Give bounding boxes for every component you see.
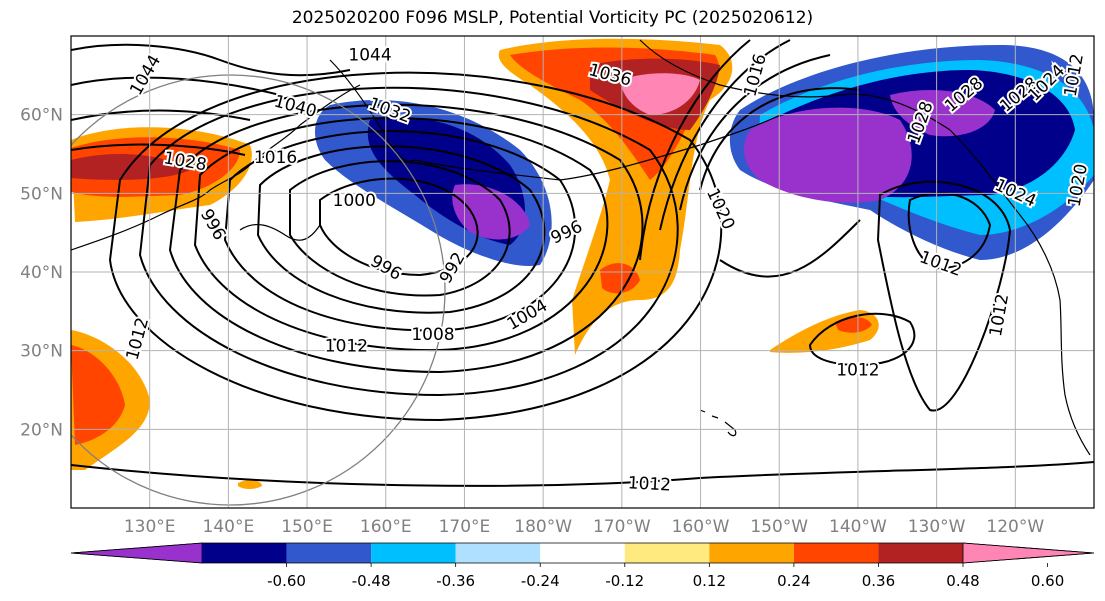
isobar-label-text: 1012 bbox=[325, 337, 368, 357]
isobar bbox=[659, 39, 791, 231]
isobar bbox=[639, 39, 751, 261]
isobar bbox=[699, 87, 861, 191]
lat-tick-label: 30°N bbox=[20, 342, 63, 362]
isobar bbox=[808, 312, 916, 367]
map-frame bbox=[70, 35, 1095, 509]
lon-tick-label: 180°W bbox=[514, 517, 572, 537]
colorbar-tick-label: -0.12 bbox=[605, 572, 644, 590]
colorbar-swatch bbox=[455, 543, 541, 563]
isobar bbox=[289, 160, 511, 297]
coastline-alaska bbox=[639, 39, 951, 131]
colorbar-outline bbox=[70, 542, 1095, 564]
colorbar-tick-label: -0.60 bbox=[267, 572, 306, 590]
lon-tick-label: 170°E bbox=[439, 517, 491, 537]
pv-positive-small bbox=[238, 480, 262, 489]
axis-labels: 130°E 140°E 150°E 160°E 170°E 180°W 170°W 160°W… bbox=[20, 106, 1044, 537]
pv-negative-east-core-2 bbox=[890, 90, 995, 137]
colorbar-tick-label: -0.24 bbox=[521, 572, 560, 590]
isobar bbox=[108, 71, 723, 422]
isobar-label: 1012 bbox=[323, 335, 370, 359]
colorbar-swatch bbox=[371, 543, 456, 563]
pv-positive-east-core bbox=[835, 316, 872, 333]
isobar-label-text: 1012 bbox=[836, 360, 879, 380]
colorbar-swatch bbox=[202, 543, 287, 563]
colorbar-tick-label: 0.60 bbox=[1031, 572, 1064, 590]
colorbar-tick-label: 0.12 bbox=[693, 572, 726, 590]
colorbar-extend-low bbox=[70, 542, 203, 564]
isobar-label: 1044 bbox=[346, 44, 393, 68]
isobar-label: 1012 bbox=[834, 358, 881, 382]
lon-tick-label: 150°W bbox=[750, 517, 808, 537]
colorbar-tick-label: -0.36 bbox=[436, 572, 475, 590]
pv-positive-island bbox=[600, 263, 640, 294]
isobar bbox=[907, 192, 992, 270]
lat-tick-label: 50°N bbox=[20, 184, 63, 204]
isobar-label: 1000 bbox=[331, 189, 378, 213]
lon-tick-label: 130°E bbox=[124, 517, 176, 537]
isobar bbox=[71, 109, 251, 121]
colorbar: -0.60 -0.48 -0.36 -0.24 -0.12 0.12 0.24 0.36 0.4… bbox=[70, 542, 1095, 590]
lon-tick-label: 160°E bbox=[360, 517, 412, 537]
pv-positive-west-strong bbox=[71, 154, 190, 180]
colorbar-tick-label: 0.48 bbox=[946, 572, 979, 590]
lon-tick-label: 140°W bbox=[829, 517, 887, 537]
isobar bbox=[138, 86, 679, 397]
lon-tick-label: 150°E bbox=[281, 517, 333, 537]
colorbar-swatch bbox=[624, 543, 710, 563]
isobar-label: 1016 bbox=[252, 146, 299, 170]
lat-tick-label: 20°N bbox=[20, 420, 63, 440]
isobar-label-text: 1000 bbox=[333, 191, 376, 211]
isobar bbox=[719, 219, 861, 278]
lon-tick-label: 120°W bbox=[986, 517, 1044, 537]
pv-shading bbox=[71, 38, 1094, 489]
isobar-label-text: 1044 bbox=[348, 46, 391, 66]
lat-tick-label: 60°N bbox=[20, 106, 63, 126]
pv-positive-southwest-core bbox=[71, 345, 125, 445]
colorbar-swatch bbox=[709, 543, 794, 563]
colorbar-extend-high bbox=[962, 542, 1095, 564]
isobar bbox=[256, 145, 546, 314]
pv-negative-east-core bbox=[744, 107, 912, 203]
lon-tick-label: 130°W bbox=[908, 517, 966, 537]
colorbar-swatch bbox=[793, 543, 879, 563]
coastline-japan bbox=[239, 223, 321, 241]
gridlines bbox=[71, 36, 1094, 508]
domain-circle bbox=[71, 74, 446, 506]
isobar bbox=[71, 43, 351, 77]
isobar-label-text: 1008 bbox=[411, 325, 454, 345]
isobar bbox=[71, 461, 1094, 487]
isobar-contours bbox=[71, 39, 1094, 487]
coastline-northamerica bbox=[949, 129, 1091, 456]
colorbar-tick-label: -0.48 bbox=[352, 572, 391, 590]
isobar-label-text: 1016 bbox=[254, 148, 297, 168]
isobar bbox=[876, 180, 1012, 412]
pv-positive-north-peak bbox=[620, 73, 700, 115]
isobar bbox=[168, 103, 644, 374]
coastline-kamchatka bbox=[329, 59, 416, 162]
lon-tick-label: 140°E bbox=[203, 517, 255, 537]
lon-tick-label: 170°W bbox=[593, 517, 651, 537]
isobar-label: 1012 bbox=[625, 471, 673, 497]
figure-title: 2025020200 F096 MSLP, Potential Vorticit… bbox=[291, 8, 814, 28]
coastline-aleutians bbox=[414, 114, 781, 181]
colorbar-tick-label: 0.24 bbox=[777, 572, 810, 590]
isobar bbox=[71, 76, 281, 96]
lat-tick-label: 40°N bbox=[20, 263, 63, 283]
isobar-label: 1008 bbox=[409, 323, 456, 347]
isobar-label-text: 1012 bbox=[627, 473, 671, 495]
lon-tick-label: 160°W bbox=[672, 517, 730, 537]
colorbar-swatch bbox=[286, 543, 372, 563]
colorbar-swatch bbox=[540, 543, 625, 563]
colorbar-swatch bbox=[878, 543, 963, 563]
isobar bbox=[223, 130, 577, 332]
pv-negative-central-core bbox=[452, 184, 530, 240]
isobar bbox=[71, 143, 246, 156]
colorbar-tick-label: 0.36 bbox=[862, 572, 895, 590]
isobar bbox=[679, 54, 831, 211]
isobar bbox=[319, 177, 479, 277]
